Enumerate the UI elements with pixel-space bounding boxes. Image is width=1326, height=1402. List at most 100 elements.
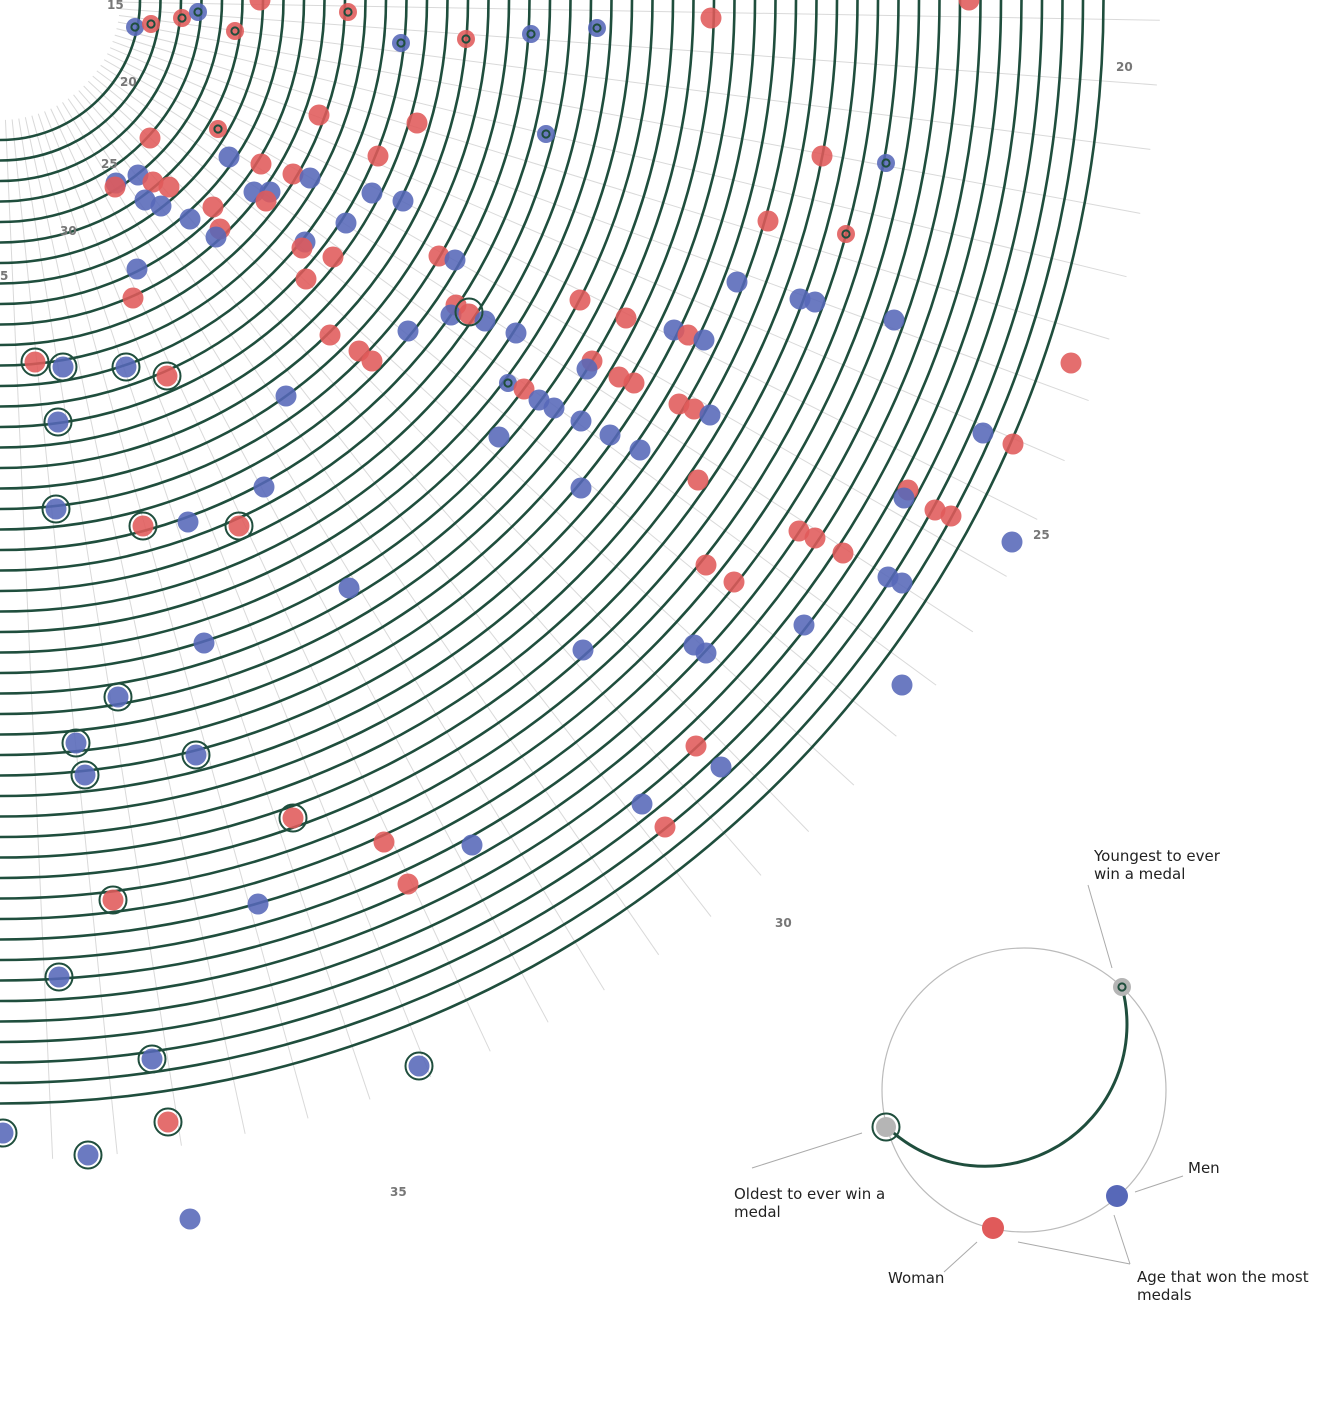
point-fill — [228, 515, 250, 537]
point-fill — [629, 439, 651, 461]
legend: Youngest to ever win a medal Oldest to e… — [734, 847, 1309, 1304]
oldest-medal-point — [48, 352, 78, 382]
point-fill — [392, 34, 410, 52]
point-fill — [631, 793, 653, 815]
oldest-outline-mark — [278, 803, 308, 833]
point-fill — [891, 674, 913, 696]
most-medals-point — [150, 195, 172, 217]
most-medals-point — [695, 642, 717, 664]
point-fill — [695, 554, 717, 576]
most-medals-point — [291, 237, 313, 259]
most-medals-point — [757, 210, 779, 232]
most-medals-point — [958, 0, 980, 11]
point-fill — [48, 966, 70, 988]
legend-men-text: Men — [1188, 1159, 1220, 1177]
point-fill — [505, 322, 527, 344]
point-fill — [687, 469, 709, 491]
most-medals-point — [570, 410, 592, 432]
most-medals-point — [247, 893, 269, 915]
legend-woman-marker — [982, 1217, 1004, 1239]
radial-gridline — [11, 119, 118, 1155]
point-fill — [683, 398, 705, 420]
legend-men-leader — [1134, 1175, 1184, 1193]
oldest-outline-mark — [98, 885, 128, 915]
youngest-center-mark — [177, 13, 187, 23]
point-fill — [654, 816, 676, 838]
most-medals-point — [1060, 352, 1082, 374]
point-fill — [588, 19, 606, 37]
point-fill — [710, 756, 732, 778]
most-medals-point — [397, 320, 419, 342]
youngest-medal-point — [499, 374, 517, 392]
legend-most-leader-a — [1017, 1241, 1131, 1265]
sport-ring — [0, 0, 777, 777]
most-medals-point — [677, 324, 699, 346]
legend-youngest-text: Youngest to ever win a medal — [1093, 847, 1225, 883]
point-fill — [189, 3, 207, 21]
radial-gridline — [37, 113, 371, 1100]
radial-gridline — [92, 75, 897, 737]
most-medals-point — [804, 291, 826, 313]
oldest-outline-mark — [181, 740, 211, 770]
point-fill — [757, 210, 779, 232]
point-fill — [126, 18, 144, 36]
most-medals-point — [122, 287, 144, 309]
radial-gridline — [107, 53, 1038, 520]
most-medals-point — [126, 258, 148, 280]
most-medals-point — [569, 289, 591, 311]
most-medals-point — [275, 385, 297, 407]
point-fill — [570, 410, 592, 432]
radial-gridline — [117, 21, 1141, 214]
legend-youngest-line2: win a medal — [1094, 865, 1185, 883]
point-fill — [74, 764, 96, 786]
age-tick-35-outer: 35 — [390, 1185, 407, 1199]
radial-gridline — [24, 117, 246, 1134]
most-medals-point — [513, 378, 535, 400]
oldest-outline-mark — [44, 962, 74, 992]
most-medals-point — [631, 793, 653, 815]
most-medals-point — [392, 190, 414, 212]
point-fill — [253, 476, 275, 498]
most-medals-point — [1002, 433, 1024, 455]
point-fill — [255, 190, 277, 212]
oldest-outline-mark — [137, 1044, 167, 1074]
point-fill — [677, 324, 699, 346]
most-medals-point — [474, 310, 496, 332]
oldest-medal-point — [181, 740, 211, 770]
youngest-center-mark — [841, 229, 851, 239]
radial-gridline — [96, 70, 937, 686]
point-fill — [576, 358, 598, 380]
youngest-medal-point — [173, 9, 191, 27]
oldest-outline-mark — [111, 352, 141, 382]
point-fill — [406, 112, 428, 134]
point-fill — [275, 385, 297, 407]
most-medals-point — [295, 268, 317, 290]
oldest-outline-mark — [41, 494, 71, 524]
oldest-medal-point — [404, 1051, 434, 1081]
most-medals-point — [179, 208, 201, 230]
youngest-center-mark — [130, 22, 140, 32]
most-medals-point — [1001, 531, 1023, 553]
radial-gridline — [109, 47, 1065, 462]
most-medals-point — [202, 196, 224, 218]
point-fill — [193, 632, 215, 654]
point-fill — [157, 1111, 179, 1133]
point-fill — [461, 834, 483, 856]
point-fill — [397, 873, 419, 895]
sport-ring — [0, 0, 1023, 1023]
youngest-center-mark — [193, 7, 203, 17]
age-tick-35-partial: 5 — [0, 269, 8, 283]
point-fill — [397, 320, 419, 342]
point-fill — [392, 190, 414, 212]
most-medals-point — [924, 499, 946, 521]
point-fill — [726, 271, 748, 293]
point-fill — [513, 378, 535, 400]
point-fill — [173, 9, 191, 27]
legend-oldest-leader — [751, 1132, 863, 1169]
radial-gridline — [114, 34, 1110, 340]
point-fill — [52, 356, 74, 378]
oldest-medal-point — [128, 511, 158, 541]
most-medals-point — [282, 163, 304, 185]
youngest-center-mark — [213, 124, 223, 134]
